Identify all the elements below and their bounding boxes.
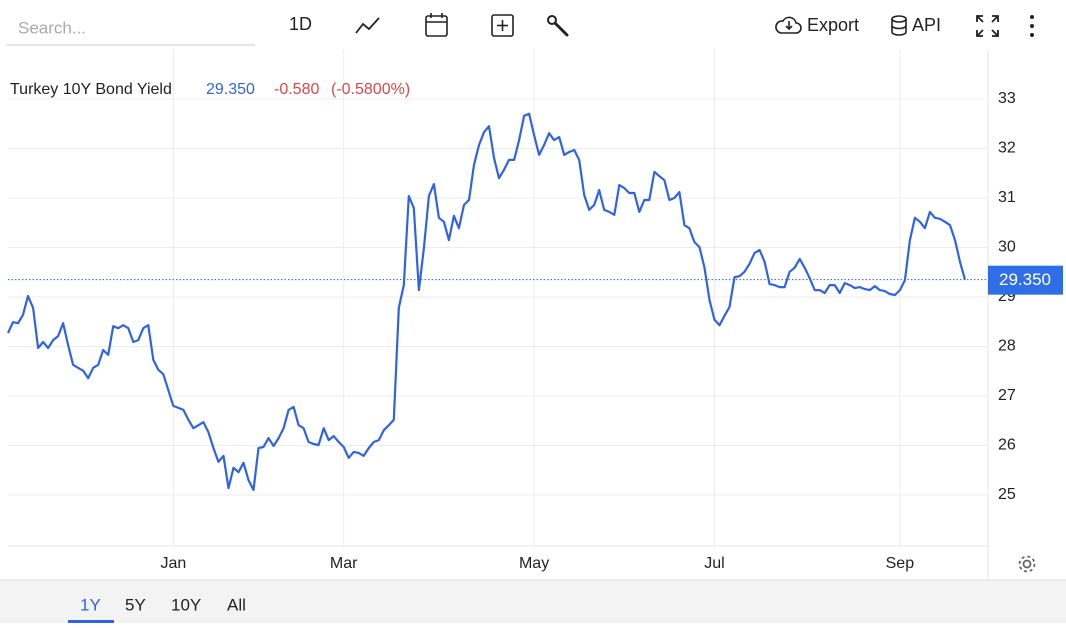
export-icon[interactable] <box>775 16 802 34</box>
compare-icon[interactable] <box>491 14 514 37</box>
price-line <box>7 112 967 492</box>
x-tick-label: Jul <box>704 555 724 572</box>
period-bar <box>0 580 1066 623</box>
api-button[interactable]: API <box>912 15 941 35</box>
export-button[interactable]: Export <box>807 15 859 35</box>
y-tick-label: 28 <box>998 338 1016 355</box>
calendar-icon[interactable] <box>425 13 448 37</box>
menu-icon[interactable] <box>1030 15 1034 37</box>
x-tick-label: May <box>519 555 549 572</box>
period-button[interactable]: 5Y <box>125 595 146 614</box>
period-button[interactable]: All <box>227 595 246 614</box>
legend-change-pct: (-0.5800%) <box>331 81 410 98</box>
settings-tool-icon[interactable] <box>547 15 569 37</box>
gear-icon[interactable] <box>1018 555 1036 573</box>
search-input[interactable]: Search... <box>18 18 86 37</box>
x-tick-label: Mar <box>330 555 358 572</box>
legend-price: 29.350 <box>206 81 255 98</box>
period-button[interactable]: 10Y <box>171 595 201 614</box>
last-price-tag <box>988 265 1063 295</box>
last-price-label: 29.350 <box>999 270 1051 289</box>
x-tick-label: Jan <box>160 555 186 572</box>
y-tick-label: 25 <box>998 486 1016 503</box>
y-tick-label: 32 <box>998 140 1016 157</box>
legend-change: -0.580 <box>274 81 319 98</box>
y-tick-label: 27 <box>998 387 1016 404</box>
api-icon[interactable] <box>891 15 907 36</box>
fullscreen-icon[interactable] <box>976 15 999 37</box>
period-button[interactable]: 1Y <box>80 595 101 614</box>
legend-title: Turkey 10Y Bond Yield <box>10 81 172 98</box>
y-tick-label: 30 <box>998 239 1016 256</box>
interval-button[interactable]: 1D <box>289 14 312 34</box>
y-tick-label: 26 <box>998 437 1016 454</box>
y-tick-label: 31 <box>998 189 1016 206</box>
period-active-indicator <box>68 620 114 623</box>
y-tick-label: 33 <box>998 90 1016 107</box>
chart-type-icon[interactable] <box>355 17 380 34</box>
x-tick-label: Sep <box>886 555 915 572</box>
